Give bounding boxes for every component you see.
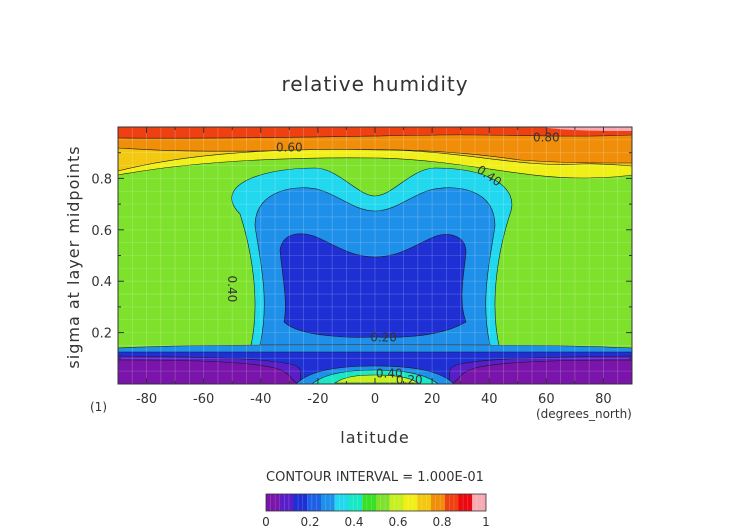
colorbar-swatch: [293, 494, 308, 511]
colorbar-swatch: [307, 494, 321, 511]
contour-label: 0.40: [225, 276, 239, 303]
colorbar-tick-label: 0.6: [388, 515, 407, 529]
x-tick-label: 60: [538, 392, 555, 407]
colorbar-swatch: [444, 494, 459, 511]
panel-index-label: (1): [90, 400, 107, 414]
colorbar-swatch: [279, 494, 294, 511]
contour-band-0.1-0.2: [279, 233, 467, 338]
colorbar-swatch: [362, 494, 376, 511]
contour-plot-area: 0.800.600.400.400.200.400.20: [118, 127, 632, 387]
colorbar-tick-label: 1: [482, 515, 490, 529]
colorbar-frame: [265, 493, 487, 512]
contour-interval-note: CONTOUR INTERVAL = 1.000E-01: [266, 470, 484, 485]
colorbar-swatch: [334, 494, 349, 511]
colorbar-swatch: [417, 494, 431, 511]
y-tick-label: 0.6: [91, 224, 112, 239]
x-axis-unit: (degrees_north): [536, 407, 632, 421]
contour-label: 0.80: [533, 130, 560, 144]
colorbar: 0 0.2 0.4 0.6 0.8 1: [262, 493, 490, 529]
contour-label: 0.20: [396, 373, 423, 387]
colorbar-swatch: [389, 494, 404, 511]
x-tick-label: 0: [371, 392, 379, 407]
contour-surface-moist-0.5: [334, 374, 419, 384]
colorbar-tick-label: 0.8: [432, 515, 451, 529]
colorbar-tick-label: 0.2: [300, 515, 319, 529]
y-axis-label: sigma at layer midpoints: [64, 145, 83, 368]
colorbar-tick-label: 0: [262, 515, 270, 529]
colorbar-swatch: [348, 494, 363, 511]
colorbar-swatch: [458, 494, 473, 511]
x-tick-label: 20: [424, 392, 441, 407]
y-tick-label: 0.4: [91, 275, 112, 290]
colorbar-swatch: [321, 494, 335, 511]
colorbar-swatch: [472, 494, 486, 511]
colorbar-tick-label: 0.4: [344, 515, 363, 529]
chart-title: relative humidity: [281, 72, 468, 96]
colorbar-swatch: [431, 494, 445, 511]
x-tick-label: 80: [595, 392, 612, 407]
x-tick-label: -80: [136, 392, 157, 407]
contour-label: 0.20: [370, 331, 397, 345]
colorbar-swatch: [376, 494, 390, 511]
x-tick-label: -60: [193, 392, 214, 407]
x-tick-label: -40: [250, 392, 271, 407]
colorbar-swatch: [266, 494, 280, 511]
contour-label: 0.40: [376, 367, 403, 381]
x-axis-label: latitude: [340, 428, 409, 447]
contour-band-above-0.9: [540, 127, 632, 131]
y-tick-label: 0.2: [91, 327, 112, 342]
y-tick-label: 0.8: [91, 172, 112, 187]
contour-label: 0.60: [276, 141, 303, 155]
colorbar-swatch: [403, 494, 418, 511]
x-tick-label: 40: [481, 392, 498, 407]
x-tick-label: -20: [307, 392, 328, 407]
